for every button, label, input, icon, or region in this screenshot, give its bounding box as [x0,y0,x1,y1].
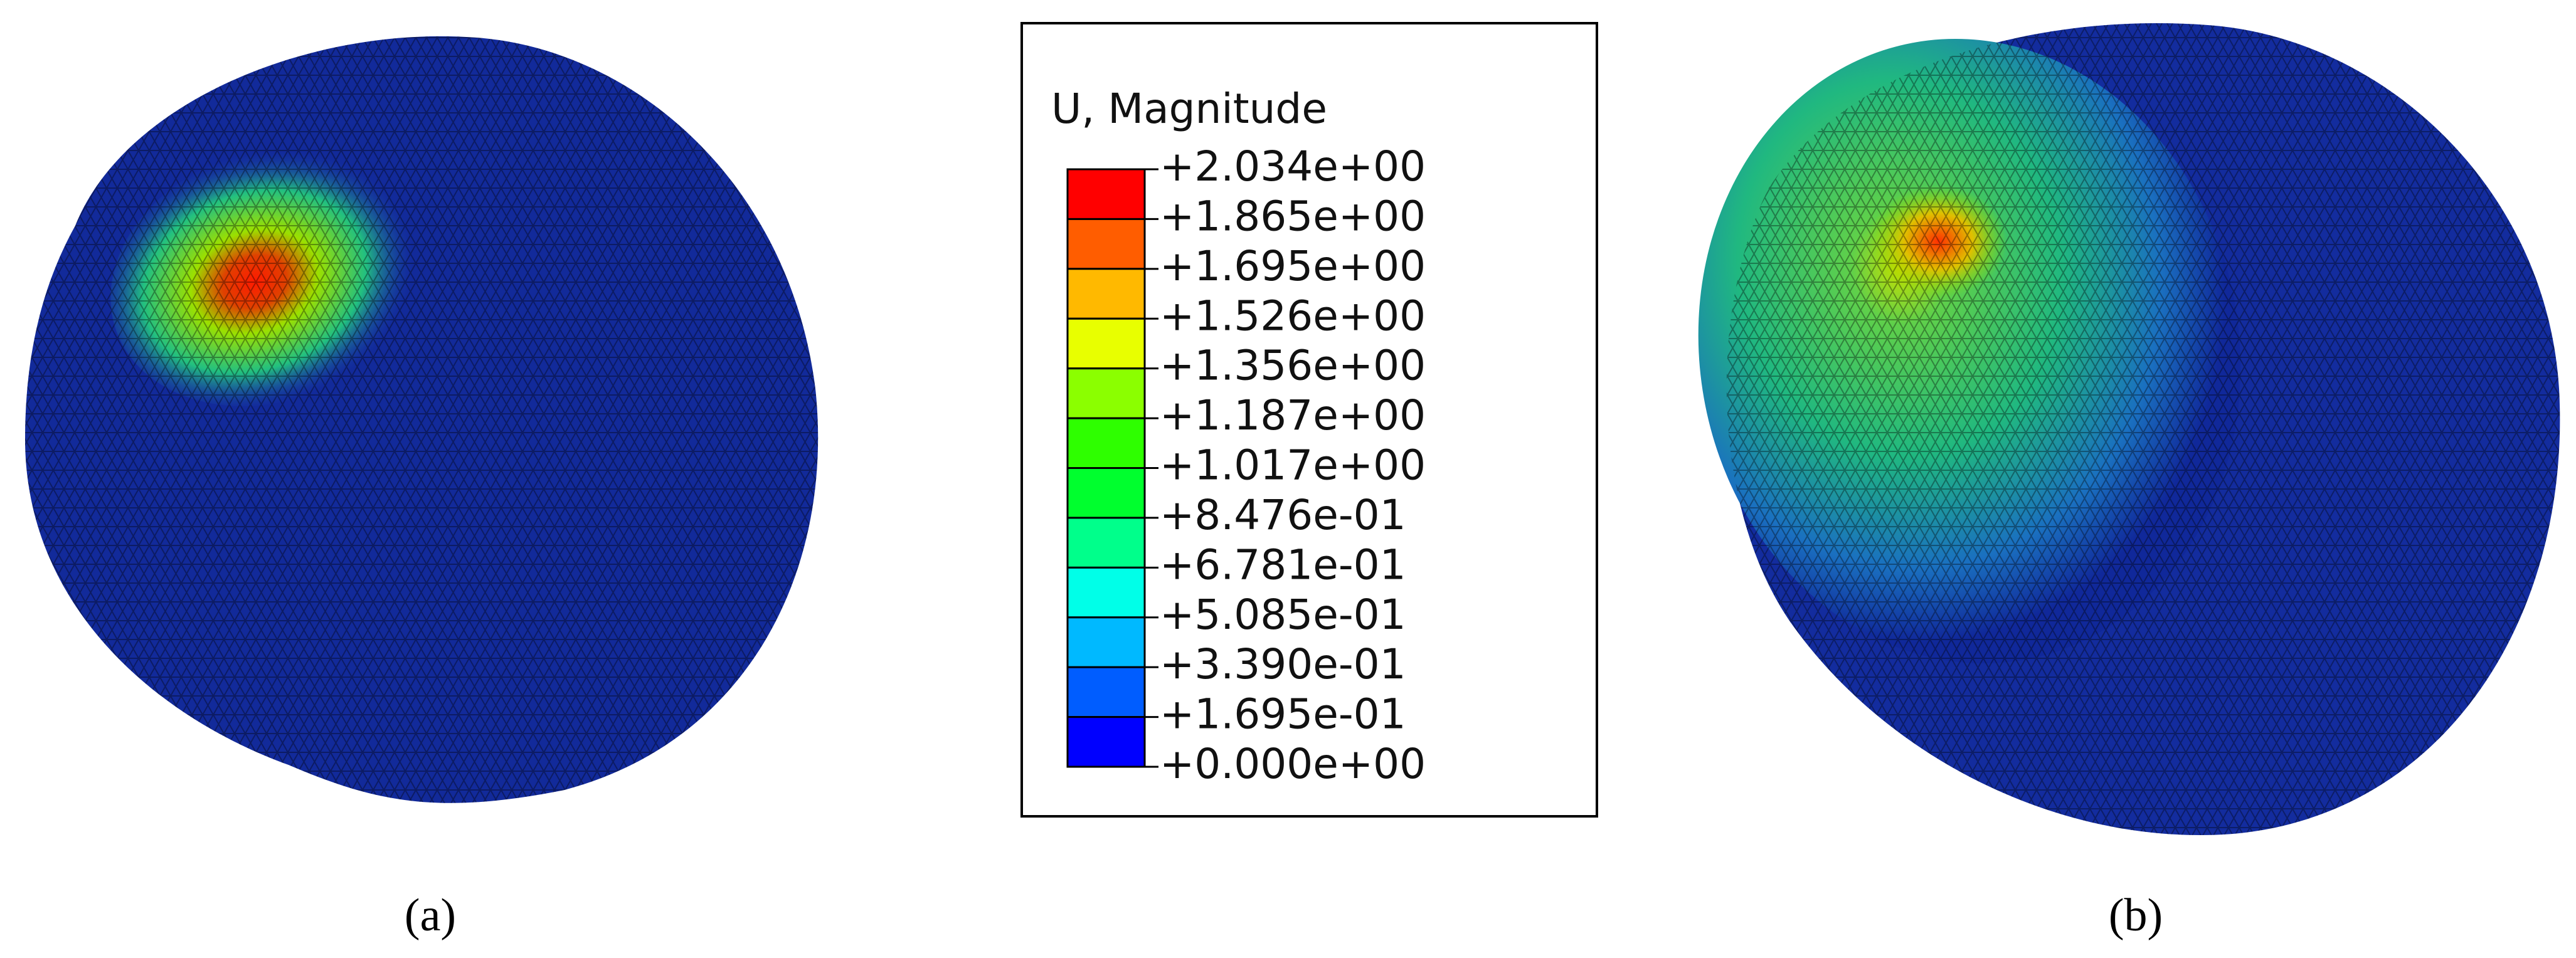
color-band [1066,218,1146,270]
brain-model-a [25,36,819,803]
legend-label: +1.017e+00 [1160,441,1426,490]
color-band [1066,417,1146,469]
legend-label: +1.356e+00 [1160,342,1426,390]
legend-label: +8.476e-01 [1160,491,1406,539]
brain-model-b [1698,23,2560,836]
legend-label: +1.865e+00 [1160,192,1426,240]
legend-label: +1.526e+00 [1160,292,1426,340]
legend-label: +0.000e+00 [1160,740,1426,788]
legend-label: +2.034e+00 [1160,142,1426,191]
legend-title: U, Magnitude [1051,85,1327,133]
color-band [1066,268,1146,320]
color-band [1066,168,1146,220]
legend-label: +3.390e-01 [1160,640,1406,688]
color-band [1066,616,1146,668]
color-band [1066,317,1146,370]
caption: (a) [405,890,456,941]
color-band [1066,566,1146,619]
color-band [1066,666,1146,718]
color-band [1066,517,1146,569]
legend-label: +1.187e+00 [1160,391,1426,440]
legend-label: +1.695e-01 [1160,690,1406,739]
color-band [1066,467,1146,519]
color-band [1066,367,1146,419]
legend-label: +1.695e+00 [1160,242,1426,290]
legend-label: +6.781e-01 [1160,540,1406,589]
legend-label: +5.085e-01 [1160,591,1406,639]
color-band [1066,716,1146,768]
caption: (b) [2109,890,2163,941]
